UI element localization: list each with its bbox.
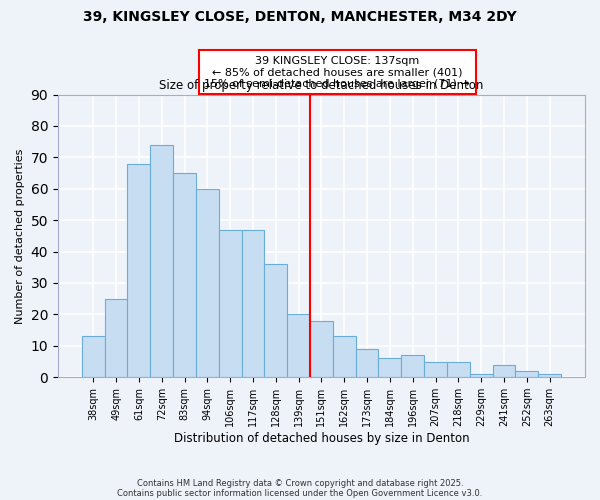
Bar — [424, 362, 447, 377]
Y-axis label: Number of detached properties: Number of detached properties — [15, 148, 25, 324]
Bar — [242, 230, 265, 377]
Bar — [196, 189, 219, 377]
Bar — [173, 173, 196, 377]
Text: 39 KINGSLEY CLOSE: 137sqm
← 85% of detached houses are smaller (401)
15% of semi: 39 KINGSLEY CLOSE: 137sqm ← 85% of detac… — [205, 56, 470, 89]
Bar — [379, 358, 401, 377]
Bar — [538, 374, 561, 377]
Bar — [401, 355, 424, 377]
Text: 39, KINGSLEY CLOSE, DENTON, MANCHESTER, M34 2DY: 39, KINGSLEY CLOSE, DENTON, MANCHESTER, … — [83, 10, 517, 24]
Bar — [356, 349, 379, 377]
Bar — [493, 364, 515, 377]
Bar — [127, 164, 151, 377]
Bar — [82, 336, 104, 377]
X-axis label: Distribution of detached houses by size in Denton: Distribution of detached houses by size … — [173, 432, 469, 445]
Bar — [470, 374, 493, 377]
Bar — [310, 320, 333, 377]
Bar — [104, 298, 127, 377]
Bar — [219, 230, 242, 377]
Bar — [151, 145, 173, 377]
Bar — [287, 314, 310, 377]
Bar — [333, 336, 356, 377]
Title: Size of property relative to detached houses in Denton: Size of property relative to detached ho… — [159, 79, 484, 92]
Text: Contains HM Land Registry data © Crown copyright and database right 2025.: Contains HM Land Registry data © Crown c… — [137, 478, 463, 488]
Text: Contains public sector information licensed under the Open Government Licence v3: Contains public sector information licen… — [118, 488, 482, 498]
Bar — [447, 362, 470, 377]
Bar — [515, 371, 538, 377]
Bar — [265, 264, 287, 377]
